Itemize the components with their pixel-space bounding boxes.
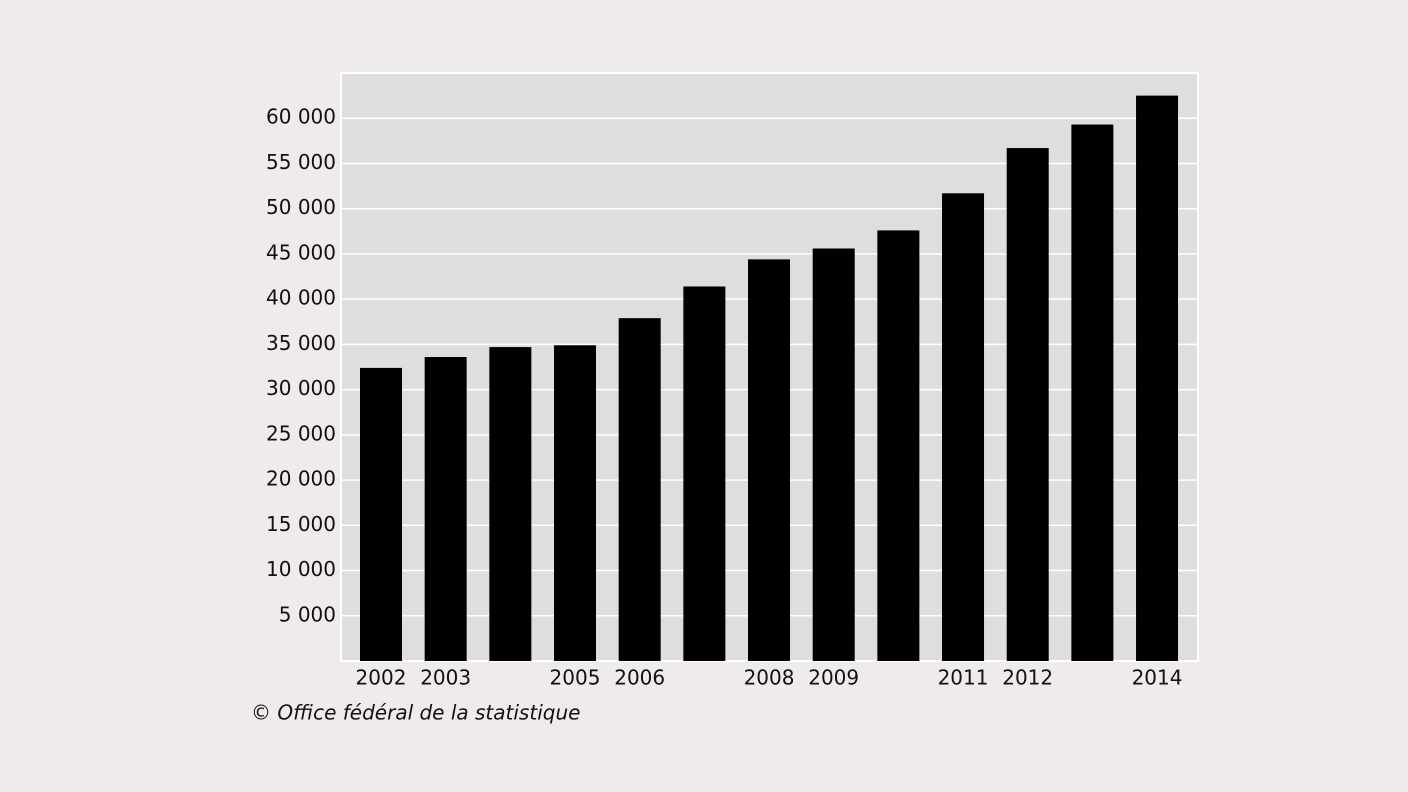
y-tick-label: 20 000 (266, 467, 336, 491)
y-tick-label: 45 000 (266, 240, 336, 264)
source: © Office fédéral de la statistique (251, 701, 580, 725)
x-tick-label: 2009 (808, 666, 859, 690)
y-tick-label: 60 000 (266, 105, 336, 129)
bar (1136, 95, 1179, 662)
x-tick-label: 2012 (1002, 666, 1053, 690)
y-tick-label: 15 000 (266, 512, 336, 536)
x-tick-label: 2005 (550, 666, 601, 690)
y-tick-label: 35 000 (266, 331, 336, 355)
bar (360, 367, 402, 661)
bar (424, 357, 467, 661)
x-tick-label: 2011 (938, 666, 989, 690)
x-tick-label: 2002 (356, 666, 407, 690)
bar (554, 345, 597, 661)
bar (942, 193, 985, 661)
bar (683, 286, 726, 661)
bar (812, 248, 855, 661)
bar (748, 259, 791, 661)
y-tick-label: 55 000 (266, 150, 336, 174)
y-tick-label: 10 000 (266, 557, 336, 581)
bar (877, 230, 920, 661)
y-tick-label: 30 000 (266, 376, 336, 400)
x-tick-label: 2003 (420, 666, 471, 690)
y-tick-label: 50 000 (266, 195, 336, 219)
y-tick-label: 25 000 (266, 421, 336, 445)
x-tick-label: 2008 (744, 666, 795, 690)
bar (618, 318, 661, 661)
bar (1071, 124, 1114, 661)
bar (489, 347, 532, 661)
x-tick-label: 2014 (1132, 666, 1183, 690)
y-tick-label: 40 000 (266, 286, 336, 310)
bar (1006, 148, 1049, 662)
x-tick-label: 2006 (614, 666, 665, 690)
y-tick-label: 5 000 (279, 602, 336, 626)
